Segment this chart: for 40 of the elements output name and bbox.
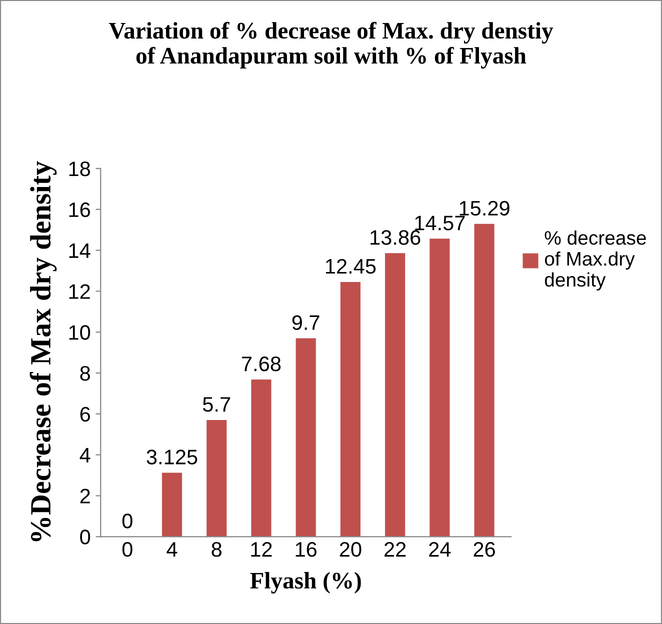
bar [162,472,182,537]
x-tick-label: 24 [429,542,451,557]
data-label: 12.45 [326,258,376,274]
x-tick-label: 8 [212,542,222,557]
x-tick-label: 26 [474,542,495,557]
y-tick-label: 8 [80,366,90,381]
y-tick-label: 18 [69,161,90,176]
x-axis-title: Flyash (%) [250,572,361,594]
bar [385,253,406,537]
y-tick-label: 2 [80,488,90,504]
y-tick-label: 4 [80,448,90,462]
chart-title: Variation of % decrease of Max. dry denstiy of Anandapuram soil with % of Flyash [108,22,554,69]
y-tick-label: 0 [80,530,90,544]
data-label: 7.68 [242,356,281,372]
x-tick-label: 12 [251,542,272,557]
data-label: 3.125 [146,450,198,464]
data-label: 15.29 [460,200,510,216]
x-tick-label: 20 [340,542,362,557]
legend-label: % decrease of Max.dry density [544,230,646,291]
y-axis-title: %Decrease of Max dry density [30,161,57,542]
x-tick-label: 4 [166,542,178,557]
y-tick-label: 6 [80,406,90,422]
x-tick-label: 16 [296,542,317,557]
data-label: 5.7 [202,397,230,412]
bar [430,238,450,537]
data-label: 0 [122,514,132,528]
bar [296,338,316,537]
data-label: 9.7 [292,315,320,330]
y-tick-label: 10 [69,325,90,340]
bar [340,282,360,537]
x-tick-label: 0 [122,542,132,557]
bar [474,224,494,537]
y-tick-label: 14 [69,244,90,258]
y-tick-label: 16 [69,202,90,218]
bar [206,420,227,537]
bar [251,380,272,537]
data-label: 13.86 [370,230,420,245]
y-tick-label: 12 [69,284,90,299]
data-label: 14.57 [415,216,465,230]
x-tick-label: 22 [384,542,406,557]
